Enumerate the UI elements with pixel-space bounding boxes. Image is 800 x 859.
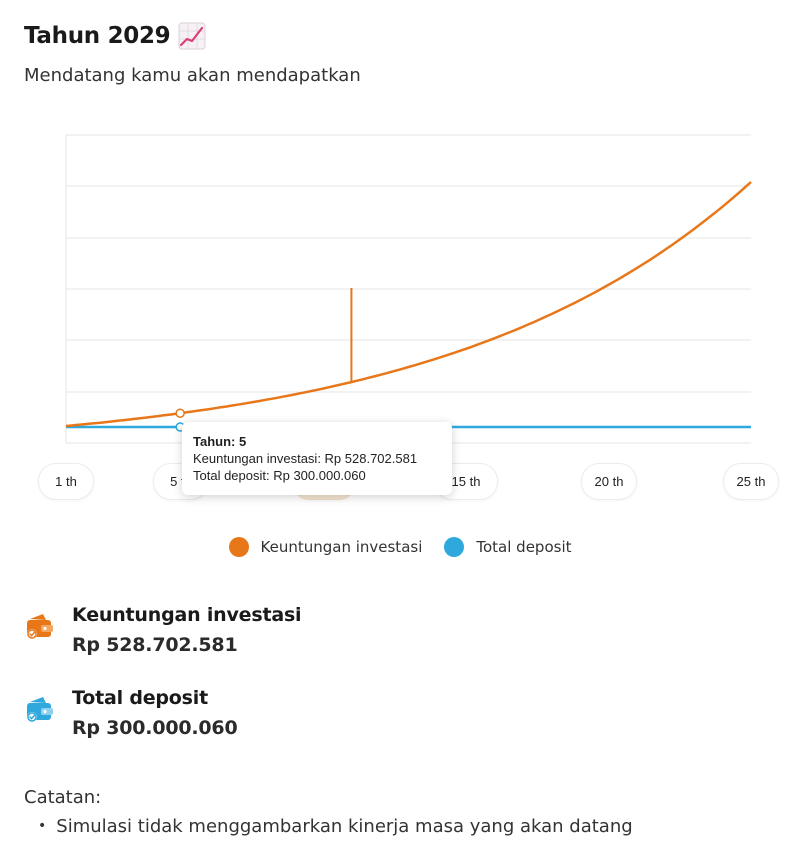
- wallet-icon: [27, 697, 53, 722]
- chart[interactable]: [0, 0, 800, 520]
- legend-item-deposit[interactable]: Total deposit: [444, 537, 572, 557]
- legend-dot-deposit: [444, 537, 465, 557]
- chart-increasing-icon: [178, 22, 206, 50]
- chart-legend: Keuntungan investasi Total deposit: [0, 537, 800, 557]
- point-marker-profit[interactable]: [175, 408, 185, 418]
- page-title: Tahun 2029: [24, 23, 171, 49]
- chart-series: [65, 181, 752, 432]
- stat-profit: Keuntungan investasi Rp 528.702.581: [24, 604, 302, 656]
- legend-label-deposit: Total deposit: [476, 538, 572, 556]
- legend-label-profit: Keuntungan investasi: [260, 538, 423, 556]
- notes-list: Simulasi tidak menggambarkan kinerja mas…: [38, 816, 632, 837]
- x-tick-label[interactable]: 25 th: [723, 463, 779, 500]
- series-line-keuntungan-investasi: [65, 181, 752, 428]
- legend-item-profit[interactable]: Keuntungan investasi: [228, 537, 423, 557]
- wallet-icon: [27, 614, 53, 639]
- legend-dot-profit: [228, 537, 249, 557]
- title-row: Tahun 2029: [24, 22, 206, 50]
- stat-profit-label: Keuntungan investasi: [72, 604, 302, 626]
- tooltip-profit: Keuntungan investasi: Rp 528.702.581: [193, 451, 418, 466]
- x-tick-label[interactable]: 1 th: [38, 463, 94, 500]
- subtitle: Mendatang kamu akan mendapatkan: [24, 65, 361, 86]
- stat-deposit-value: Rp 300.000.060: [72, 717, 238, 739]
- note-item: Simulasi tidak menggambarkan kinerja mas…: [38, 816, 632, 837]
- x-tick-label[interactable]: 20 th: [581, 463, 637, 500]
- stat-profit-value: Rp 528.702.581: [72, 634, 238, 656]
- stat-deposit-text: Total deposit Rp 300.000.060: [72, 687, 238, 739]
- chart-tooltip: Tahun: 5 Keuntungan investasi: Rp 528.70…: [182, 422, 452, 495]
- notes-title: Catatan:: [24, 787, 102, 808]
- stat-deposit-label: Total deposit: [72, 687, 208, 709]
- stat-deposit: Total deposit Rp 300.000.060: [24, 687, 238, 739]
- chart-gridlines: [65, 134, 751, 444]
- stat-profit-text: Keuntungan investasi Rp 528.702.581: [72, 604, 302, 656]
- tooltip-title: Tahun: 5: [193, 434, 247, 449]
- tooltip-deposit: Total deposit: Rp 300.000.060: [193, 468, 366, 483]
